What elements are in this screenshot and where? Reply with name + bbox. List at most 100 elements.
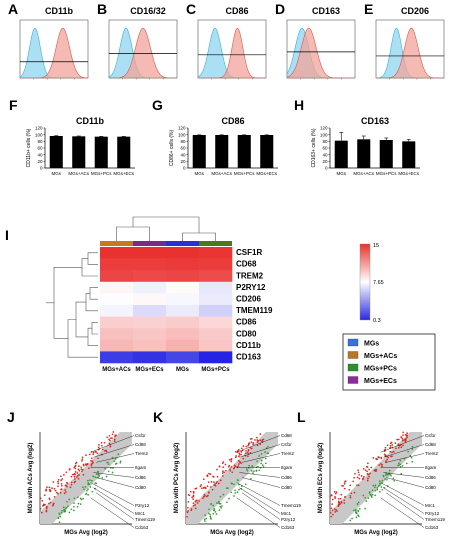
upregulated-point (203, 493, 206, 496)
heatmap-cell (166, 293, 200, 306)
x-tick-label: MGs+ACs (68, 171, 89, 176)
downregulated-point (258, 455, 260, 457)
annotation-leader (242, 477, 281, 488)
downregulated-point (111, 456, 114, 459)
downregulated-point (95, 473, 98, 476)
gene-label-cd68: Cd68 (135, 442, 146, 447)
annotation-leader (96, 453, 135, 463)
dendro-branch (91, 322, 98, 335)
upregulated-point (339, 502, 342, 505)
upregulated-point (57, 485, 59, 488)
gene-label-trem2: Trem2 (425, 451, 438, 456)
upregulated-point (69, 486, 72, 489)
upregulated-point (385, 460, 387, 463)
upregulated-point (237, 465, 240, 467)
downregulated-point (372, 484, 375, 487)
gene-label-tmem119: Tmem119 (425, 517, 445, 522)
upregulated-point (370, 466, 373, 469)
downregulated-point (111, 471, 114, 474)
heatmap-cell (166, 247, 200, 259)
downregulated-point (379, 480, 381, 482)
upregulated-point (334, 492, 337, 495)
upregulated-point (372, 457, 375, 459)
y-tick-label: 120 (320, 126, 328, 131)
annotation-leader (242, 492, 281, 520)
upregulated-point (192, 502, 195, 505)
panel-label: K (153, 409, 163, 425)
downregulated-point (255, 469, 258, 472)
downregulated-point (405, 462, 408, 465)
panel-label: G (152, 97, 163, 113)
upregulated-point (381, 465, 383, 468)
upregulated-point (100, 441, 103, 444)
legend-box (342, 333, 436, 391)
heatmap-cell (166, 351, 200, 364)
upregulated-point (221, 472, 224, 474)
downregulated-point (117, 453, 120, 455)
upregulated-point (90, 459, 92, 462)
downregulated-point (92, 475, 95, 478)
downregulated-point (68, 498, 71, 501)
downregulated-point (407, 450, 409, 453)
upregulated-point (405, 434, 408, 436)
downregulated-point (401, 465, 404, 467)
downregulated-point (89, 486, 92, 488)
row-label-cd163: CD163 (236, 353, 261, 362)
upregulated-point (48, 498, 51, 501)
downregulated-point (357, 514, 359, 517)
upregulated-point (206, 474, 209, 477)
annotation-leader (386, 492, 425, 520)
downregulated-point (398, 464, 400, 467)
upregulated-point (329, 496, 331, 498)
x-tick-label: MGs+ACs (211, 171, 232, 176)
downregulated-point (238, 488, 240, 491)
annotation-leader (93, 444, 135, 458)
column-label: MGs+ECs (135, 367, 164, 373)
upregulated-point (63, 492, 66, 495)
upregulated-point (394, 442, 397, 444)
upregulated-point (216, 480, 218, 483)
heatmap-cell (133, 305, 167, 317)
upregulated-point (390, 455, 392, 458)
upregulated-point (247, 450, 250, 452)
upregulated-point (45, 507, 48, 510)
upregulated-point (111, 437, 113, 439)
flow-panel-cd11b: A CD11b (8, 1, 89, 80)
gene-label-itgam: Itgam (135, 465, 147, 470)
legend-label: MGs+ECs (364, 378, 397, 385)
upregulated-point (49, 490, 52, 492)
upregulated-point (225, 469, 227, 472)
upregulated-point (375, 457, 377, 460)
downregulated-point (73, 502, 75, 505)
y-tick-label: 100 (35, 132, 43, 137)
upregulated-point (383, 453, 386, 456)
panel-label: J (7, 409, 15, 425)
y-axis-label: MGs with ACs Avg (log2) (28, 443, 34, 514)
downregulated-point (226, 501, 228, 504)
heatmap-cell (166, 316, 200, 329)
upregulated-point (343, 483, 346, 485)
downregulated-point (205, 517, 208, 520)
annotation-leader (90, 497, 135, 528)
y-axis-label: MGs with PCs Avg (log2) (174, 443, 180, 514)
upregulated-point (101, 448, 104, 451)
gene-label-trem2: Trem2 (135, 451, 148, 456)
downregulated-point (219, 502, 222, 505)
unchanged-band (40, 432, 132, 524)
flow-title: CD206 (401, 6, 429, 16)
downregulated-point (91, 490, 94, 493)
downregulated-point (77, 502, 80, 505)
annotation-leader (96, 492, 135, 520)
upregulated-point (217, 482, 220, 485)
upregulated-point (113, 438, 116, 441)
upregulated-point (49, 501, 52, 504)
gene-label-cd68: Cd68 (425, 442, 436, 447)
upregulated-point (205, 495, 208, 498)
upregulated-point (353, 491, 356, 494)
marker-histogram (286, 27, 355, 79)
upregulated-point (245, 445, 248, 448)
y-tick-label: 100 (320, 132, 328, 137)
dendro-branch (87, 252, 98, 265)
